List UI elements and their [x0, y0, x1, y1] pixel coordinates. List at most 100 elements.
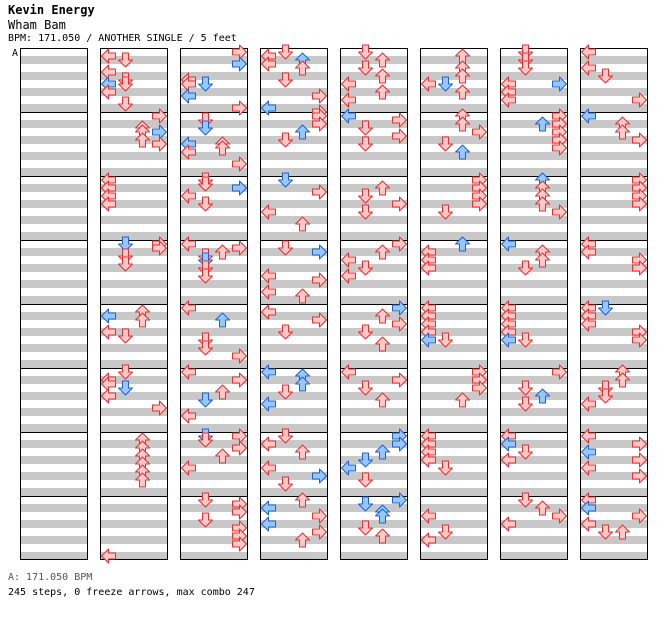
beat-stripe: [180, 184, 248, 192]
right-arrow-icon: [232, 240, 247, 256]
beat-stripe: [20, 168, 88, 176]
up-arrow-icon: [375, 444, 390, 460]
down-arrow-icon: [438, 524, 453, 540]
beat-stripe: [260, 184, 328, 192]
up-arrow-icon: [375, 68, 390, 84]
up-arrow-icon: [375, 308, 390, 324]
left-arrow-icon: [341, 460, 356, 476]
chart-column: [340, 48, 408, 560]
left-arrow-icon: [181, 408, 196, 424]
column-border: [20, 48, 88, 560]
down-arrow-icon: [518, 492, 533, 508]
beat-stripe: [20, 248, 88, 256]
beat-stripe: [340, 328, 408, 336]
beat-stripe: [340, 136, 408, 144]
left-arrow-icon: [581, 60, 596, 76]
beat-stripe: [260, 264, 328, 272]
right-arrow-icon: [312, 524, 327, 540]
column-border: [580, 48, 648, 560]
column-border: [420, 48, 488, 560]
down-arrow-icon: [518, 396, 533, 412]
down-arrow-icon: [358, 472, 373, 488]
beat-stripe: [20, 456, 88, 464]
left-arrow-icon: [261, 204, 276, 220]
left-arrow-icon: [501, 92, 516, 108]
beat-stripe: [180, 312, 248, 320]
beat-stripe: [420, 312, 488, 320]
beat-stripe: [420, 136, 488, 144]
beat-stripe: [420, 264, 488, 272]
down-arrow-icon: [118, 364, 133, 380]
left-arrow-icon: [421, 508, 436, 524]
down-arrow-icon: [198, 512, 213, 528]
beat-stripe: [100, 360, 168, 368]
beat-stripe: [260, 248, 328, 256]
up-arrow-icon: [535, 500, 550, 516]
beat-stripe: [500, 120, 568, 128]
beat-stripe: [180, 232, 248, 240]
beat-stripe: [580, 248, 648, 256]
right-arrow-icon: [232, 156, 247, 172]
beat-stripe: [180, 216, 248, 224]
left-arrow-icon: [581, 428, 596, 444]
beat-stripe: [180, 488, 248, 496]
beat-stripe: [100, 72, 168, 80]
beat-stripe: [180, 72, 248, 80]
beat-stripe: [100, 232, 168, 240]
beat-stripe: [180, 296, 248, 304]
beat-stripe: [260, 552, 328, 560]
down-arrow-icon: [598, 300, 613, 316]
beat-stripe: [340, 552, 408, 560]
column-border: [260, 48, 328, 560]
left-arrow-icon: [581, 500, 596, 516]
beat-stripe: [500, 216, 568, 224]
beat-stripe: [580, 504, 648, 512]
beat-stripe: [100, 440, 168, 448]
left-arrow-icon: [581, 44, 596, 60]
beat-stripe: [420, 392, 488, 400]
down-arrow-icon: [518, 332, 533, 348]
beat-stripe: [340, 472, 408, 480]
left-arrow-icon: [101, 324, 116, 340]
up-arrow-icon: [375, 244, 390, 260]
beat-stripe: [260, 152, 328, 160]
beat-stripe: [100, 200, 168, 208]
left-arrow-icon: [261, 304, 276, 320]
right-arrow-icon: [472, 124, 487, 140]
beat-stripe: [580, 280, 648, 288]
beat-stripe: [340, 184, 408, 192]
down-arrow-icon: [438, 332, 453, 348]
beat-stripe: [260, 136, 328, 144]
right-arrow-icon: [312, 184, 327, 200]
beat-stripe: [260, 232, 328, 240]
beat-stripe: [20, 360, 88, 368]
left-arrow-icon: [581, 316, 596, 332]
beat-stripe: [420, 248, 488, 256]
beat-stripe: [100, 56, 168, 64]
beat-stripe: [20, 312, 88, 320]
beat-stripe: [100, 184, 168, 192]
down-arrow-icon: [198, 492, 213, 508]
right-arrow-icon: [152, 400, 167, 416]
beat-stripe: [20, 424, 88, 432]
up-arrow-icon: [295, 216, 310, 232]
beat-stripe: [500, 184, 568, 192]
right-arrow-icon: [392, 492, 407, 508]
up-arrow-icon: [455, 84, 470, 100]
beat-stripe: [260, 216, 328, 224]
beat-stripe: [500, 232, 568, 240]
beat-stripe: [580, 488, 648, 496]
right-arrow-icon: [552, 140, 567, 156]
right-arrow-icon: [392, 300, 407, 316]
song-info: BPM: 171.050 / ANOTHER SINGLE / 5 feet: [8, 33, 237, 44]
beat-stripe: [180, 440, 248, 448]
beat-stripe: [180, 376, 248, 384]
up-arrow-icon: [535, 116, 550, 132]
beat-stripe: [580, 376, 648, 384]
column-border: [500, 48, 568, 560]
up-arrow-icon: [215, 384, 230, 400]
beat-stripe: [100, 264, 168, 272]
beat-stripe: [260, 504, 328, 512]
beat-stripe: [580, 184, 648, 192]
beat-stripe: [340, 168, 408, 176]
